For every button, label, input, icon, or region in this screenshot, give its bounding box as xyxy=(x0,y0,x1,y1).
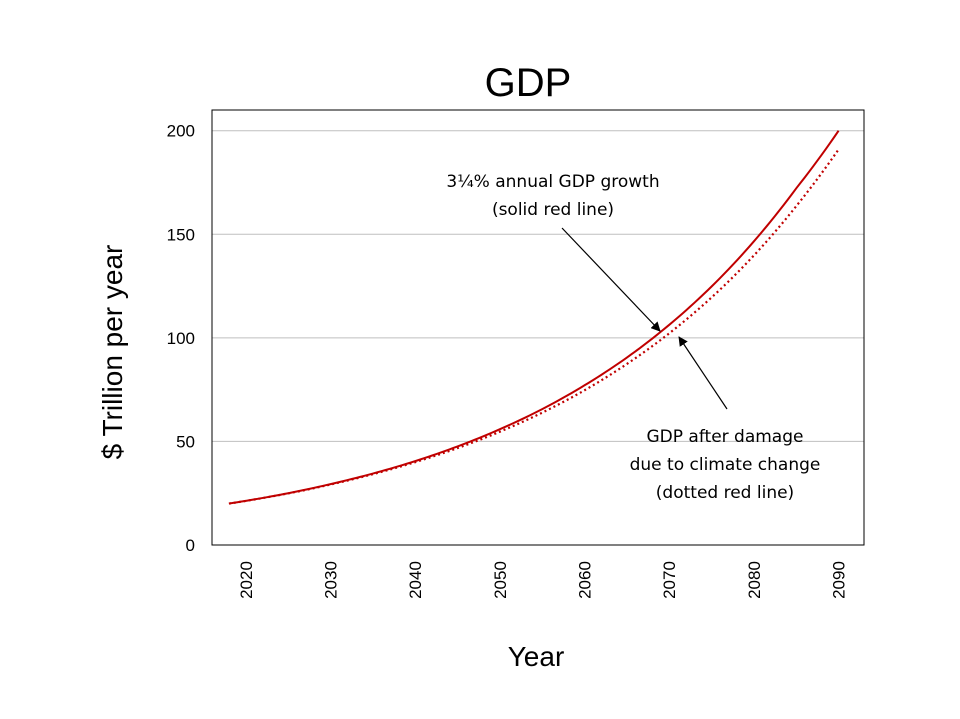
y-tick-label: 0 xyxy=(186,536,195,555)
y-tick-label: 50 xyxy=(176,432,195,451)
x-tick-label: 2020 xyxy=(237,561,256,599)
x-tick-labels: 2020 2030 2040 2050 2060 2070 2080 2090 xyxy=(237,561,849,599)
y-tick-labels: 0 50 100 150 200 xyxy=(167,122,195,555)
annotation-solid-line-1: 3¼% annual GDP growth xyxy=(446,172,659,192)
chart-title: GDP xyxy=(485,61,572,105)
annotation-dotted-line-1: GDP after damage xyxy=(647,427,804,447)
x-tick-label: 2060 xyxy=(576,561,595,599)
y-tick-label: 200 xyxy=(167,122,195,141)
x-tick-label: 2080 xyxy=(745,561,764,599)
gridlines xyxy=(212,130,864,442)
x-tick-label: 2070 xyxy=(660,561,679,599)
y-tick-label: 150 xyxy=(167,225,195,244)
annotation-dotted-line: GDP after damage due to climate change (… xyxy=(630,336,821,503)
annotation-dotted-line-2: due to climate change xyxy=(630,455,821,475)
x-tick-label: 2040 xyxy=(406,561,425,599)
y-tick-label: 100 xyxy=(167,329,195,348)
x-axis-title: Year xyxy=(508,641,565,672)
annotation-arrow-solid xyxy=(561,227,661,332)
annotation-solid-line-2: (solid red line) xyxy=(492,200,614,220)
plot-frame xyxy=(211,109,865,546)
x-tick-label: 2090 xyxy=(830,561,849,599)
series-line-solid xyxy=(228,130,840,505)
series-lines xyxy=(228,130,840,505)
y-axis-title: $ Trillion per year xyxy=(97,245,128,460)
annotation-dotted-line-3: (dotted red line) xyxy=(656,483,794,503)
x-tick-label: 2030 xyxy=(322,561,341,599)
annotation-arrow-dotted xyxy=(678,336,728,410)
annotation-solid-line: 3¼% annual GDP growth (solid red line) xyxy=(446,172,661,332)
x-tick-label: 2050 xyxy=(491,561,510,599)
